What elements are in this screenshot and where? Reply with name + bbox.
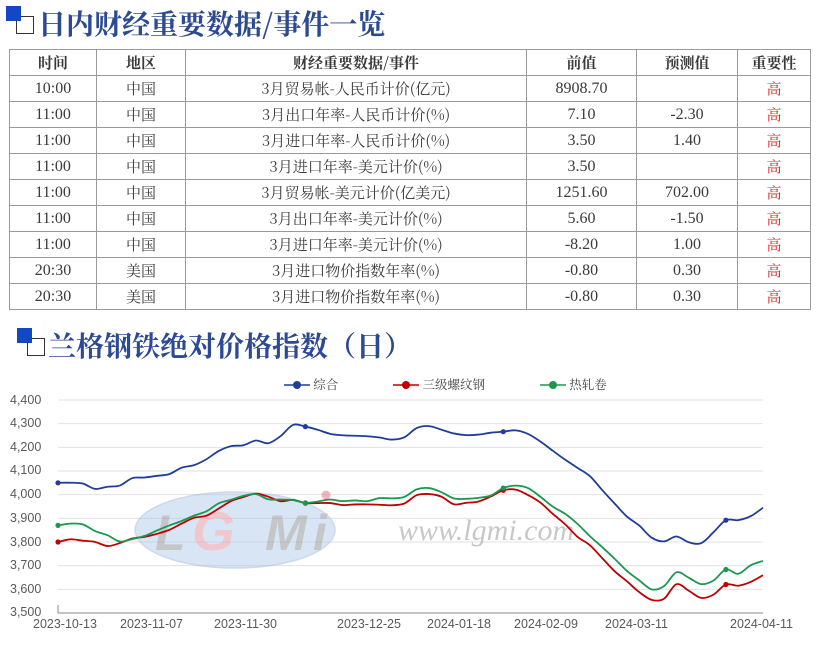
svg-text:www.lgmi.com: www.lgmi.com: [398, 514, 574, 547]
svg-text:i: i: [313, 505, 328, 561]
svg-text:M: M: [265, 505, 308, 561]
svg-text:G: G: [192, 500, 235, 562]
